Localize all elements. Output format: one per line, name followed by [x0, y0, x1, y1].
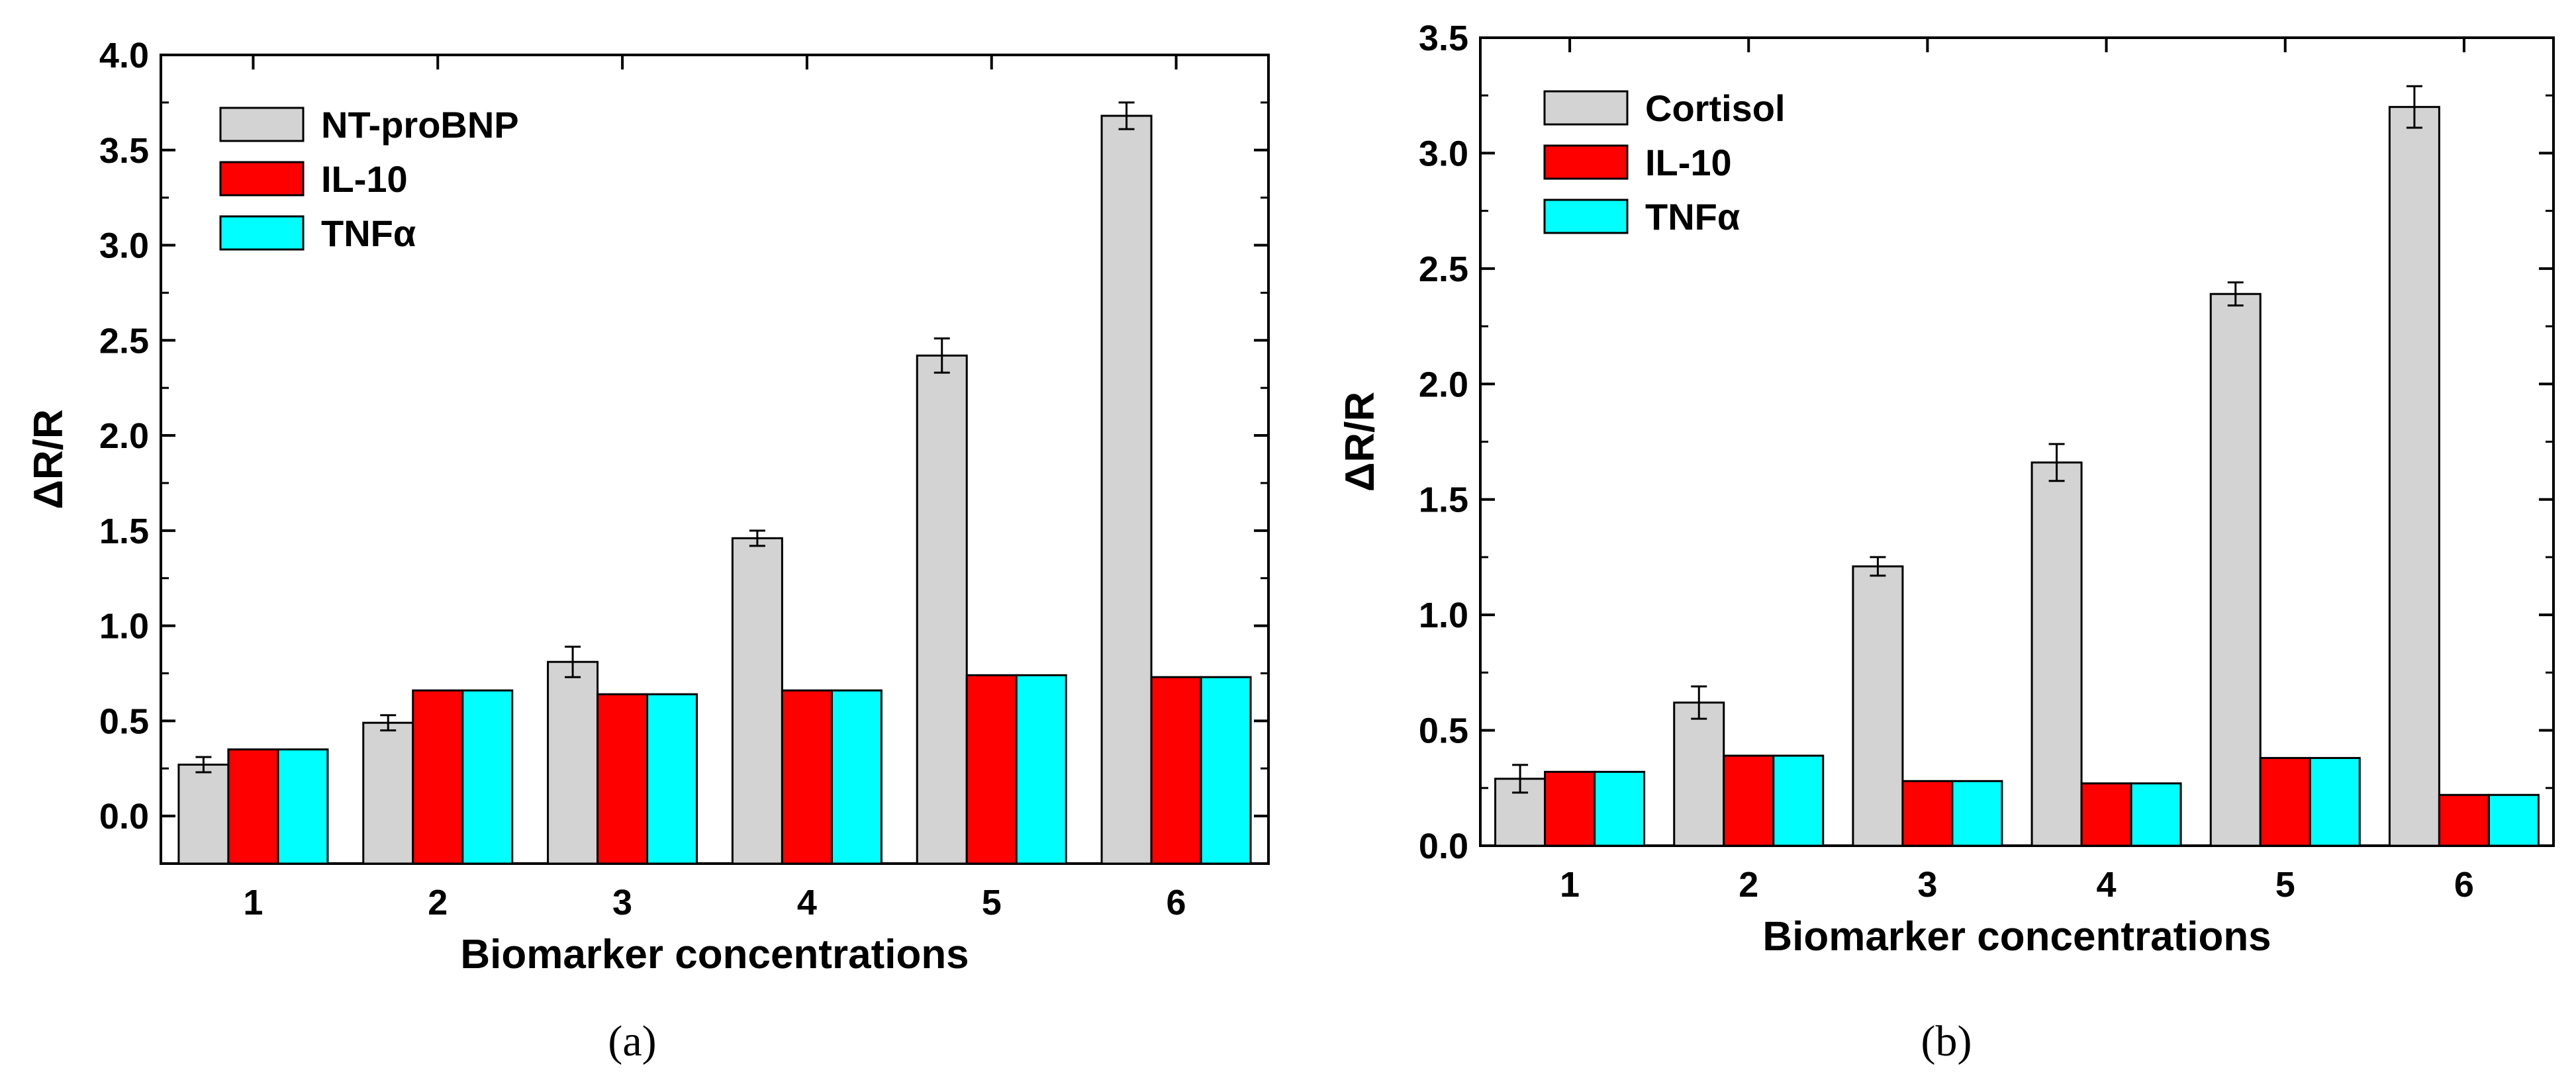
bar-tnf-: [830, 689, 883, 865]
bar-tnf-: [1015, 674, 1067, 865]
bar-tnf-: [1772, 754, 1825, 847]
bar-il-10: [2259, 756, 2311, 847]
bar-nt-probnp: [362, 721, 414, 865]
legend-swatch: [1543, 144, 1629, 180]
x-tick-label: 1: [1560, 865, 1580, 905]
bar-tnf-: [2309, 756, 2361, 847]
bar-nt-probnp: [916, 354, 968, 865]
bar-tnf-: [1951, 780, 2003, 847]
bar-il-10: [227, 748, 279, 865]
bar-tnf-: [277, 748, 329, 865]
bar-tnf-: [2487, 793, 2540, 847]
bar-cortisol: [1852, 565, 1904, 847]
y-tick-label: 1.0: [99, 607, 149, 647]
chart-panel-a: 0.0 0.5 1.0 1.5 2.0 2.5 3.0 3.5 4.0 1 2 3 4 5 6 NT-proB…: [26, 36, 1270, 1065]
y-tick-label: 0.5: [1419, 711, 1468, 751]
bar-il-10: [1544, 770, 1596, 847]
y-tick-label: 3.5: [1419, 19, 1468, 58]
legend-swatch: [219, 215, 305, 251]
bar-il-10: [781, 689, 833, 865]
bar-il-10: [412, 689, 464, 865]
bar-tnf-: [461, 689, 514, 865]
bar-il-10: [1723, 754, 1775, 847]
y-tick-label: 4.0: [99, 36, 149, 75]
y-tick-label: 3.0: [1419, 134, 1468, 173]
y-tick-label: 0.0: [99, 797, 149, 836]
legend-swatch: [1543, 199, 1629, 234]
x-tick-label: 2: [1739, 865, 1758, 905]
x-tick-label: 4: [797, 883, 817, 922]
x-tick-label: 6: [1167, 883, 1186, 922]
y-tick-label: 2.0: [99, 416, 149, 456]
y-tick-label: 1.5: [1419, 480, 1468, 520]
y-axis-title: ΔR/R: [26, 409, 72, 509]
bar-cortisol: [1673, 701, 1725, 847]
bar-nt-probnp: [547, 660, 599, 865]
chart-panel-b: 0.0 0.5 1.0 1.5 2.0 2.5 3.0 3.5 1 2 3 4 5 6 Cortisol IL…: [1337, 19, 2555, 1065]
y-tick-label: 0.0: [1419, 827, 1468, 866]
y-tick-label: 2.0: [1419, 365, 1468, 404]
y-tick-label: 3.5: [99, 131, 149, 171]
bar-cortisol: [2209, 292, 2262, 847]
bar-il-10: [1901, 780, 1954, 847]
x-tick-label: 4: [2097, 865, 2117, 905]
x-axis-title: Biomarker concentrations: [460, 932, 969, 977]
y-tick-label: 3.0: [99, 226, 149, 266]
bar-il-10: [1150, 676, 1202, 865]
legend-swatch: [1543, 90, 1629, 126]
bar-nt-probnp: [1100, 114, 1153, 865]
bar-il-10: [2080, 782, 2132, 847]
bar-tnf-: [646, 693, 698, 865]
bar-nt-probnp: [177, 763, 230, 865]
x-axis-title: Biomarker concentrations: [1762, 914, 2271, 960]
legend-label: IL-10: [1645, 142, 1732, 183]
bar-cortisol: [2030, 461, 2083, 847]
bar-cortisol: [2388, 106, 2440, 847]
x-tick-label: 2: [428, 883, 448, 922]
bar-il-10: [2438, 793, 2490, 847]
legend-label: IL-10: [321, 158, 408, 200]
legend-label: Cortisol: [1645, 87, 1786, 129]
x-tick-label: 1: [243, 883, 263, 922]
x-tick-label: 5: [982, 883, 1002, 922]
panel-caption: (a): [608, 1017, 656, 1065]
y-tick-label: 1.5: [99, 512, 149, 551]
y-axis-title: ΔR/R: [1337, 392, 1383, 492]
bar-tnf-: [1200, 676, 1252, 865]
x-tick-label: 5: [2275, 865, 2295, 905]
bar-nt-probnp: [731, 537, 783, 865]
legend-label: NT-proBNP: [321, 104, 519, 146]
y-tick-label: 2.5: [99, 321, 149, 361]
bar-tnf-: [2130, 782, 2182, 847]
bar-il-10: [596, 693, 649, 865]
legend-label: TNFα: [321, 212, 416, 254]
y-tick-label: 0.5: [99, 701, 149, 741]
panel-caption: (b): [1921, 1017, 1972, 1065]
x-tick-label: 3: [612, 883, 632, 922]
bar-il-10: [965, 674, 1018, 865]
x-tick-label: 3: [1917, 865, 1937, 905]
legend-swatch: [219, 107, 305, 142]
y-tick-label: 2.5: [1419, 249, 1468, 289]
x-tick-label: 6: [2454, 865, 2474, 905]
plot-frame: [160, 54, 1270, 865]
y-tick-label: 1.0: [1419, 596, 1468, 635]
legend-swatch: [219, 161, 305, 197]
legend-label: TNFα: [1645, 196, 1740, 238]
bar-tnf-: [1594, 770, 1646, 847]
